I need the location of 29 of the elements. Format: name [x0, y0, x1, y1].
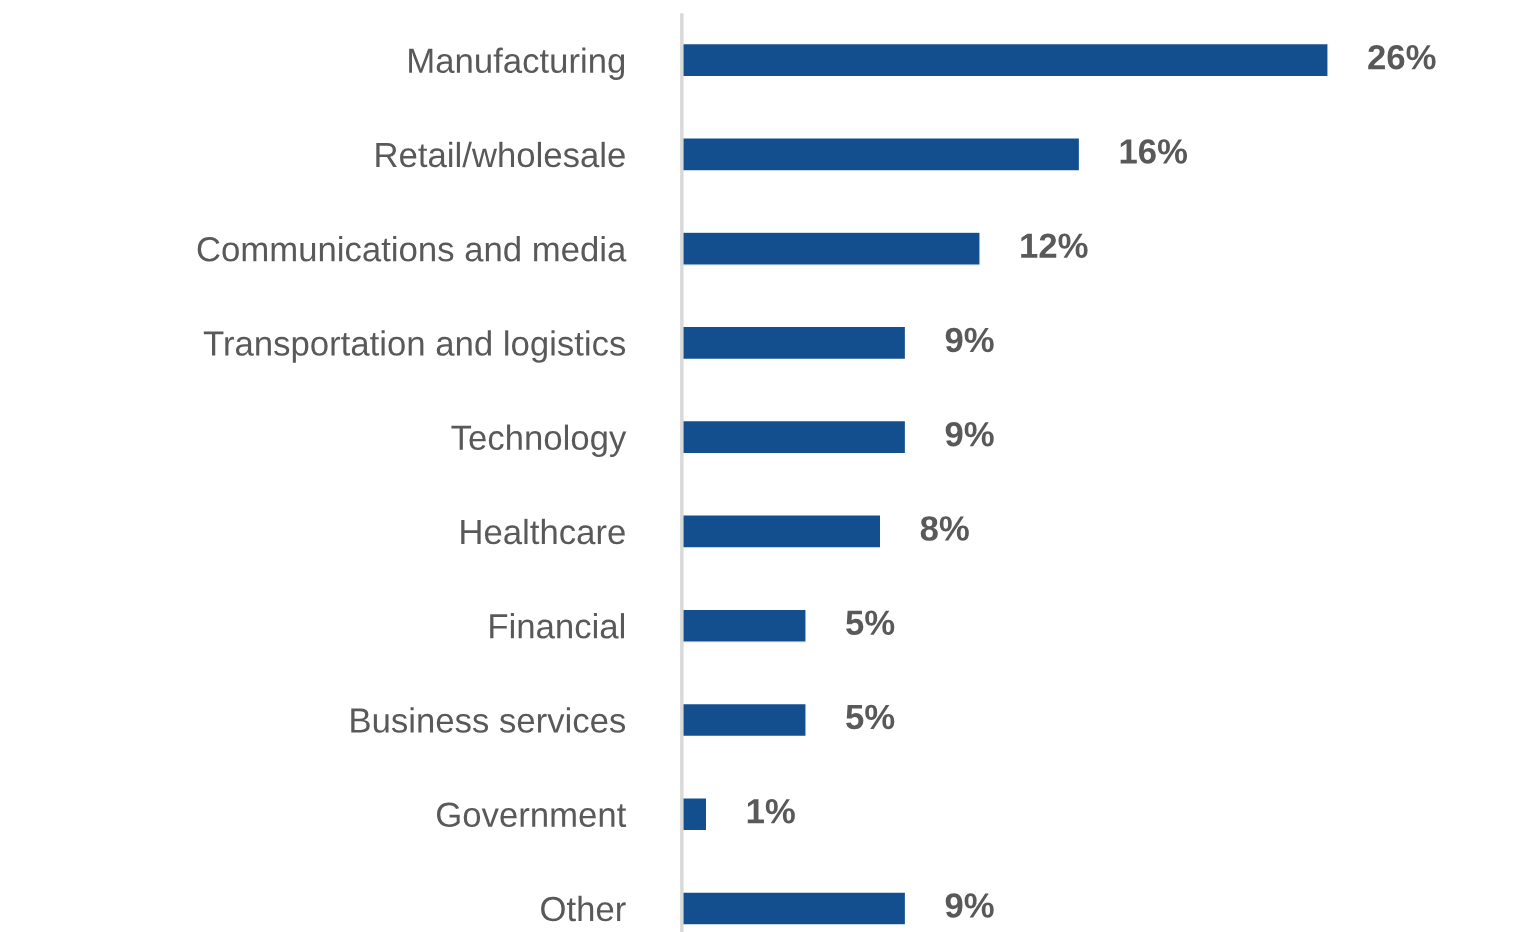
y-tick-label: Communications and media	[197, 236, 627, 262]
bar	[681, 231, 981, 266]
bar	[681, 608, 807, 643]
bar	[681, 702, 807, 738]
y-tick-label: Manufacturing	[409, 47, 625, 80]
bar	[681, 514, 882, 549]
data-label: 12%	[1021, 233, 1088, 258]
y-tick-label: Business services	[351, 707, 626, 733]
data-label: 16%	[1120, 139, 1188, 164]
y-tick-label: Other	[541, 895, 626, 922]
y-tick-label: Financial	[490, 613, 624, 639]
y-tick-label: Transportation and logistics	[203, 330, 626, 363]
bar	[681, 325, 907, 361]
data-label: 5%	[846, 704, 895, 730]
bar	[681, 419, 907, 455]
bar	[681, 137, 1081, 172]
y-tick-label: Retail/wholesale	[376, 141, 625, 168]
data-label: 9%	[945, 893, 994, 918]
y-tick-label: Government	[437, 802, 627, 828]
bar	[681, 891, 907, 926]
data-label: 1%	[747, 799, 795, 824]
data-label: 9%	[945, 421, 994, 447]
data-label: 8%	[920, 516, 969, 541]
y-tick-label: Technology	[451, 424, 627, 457]
y-tick-label: Healthcare	[461, 518, 625, 545]
data-label: 5%	[846, 610, 895, 635]
data-label: 9%	[945, 327, 994, 353]
bar	[681, 42, 1329, 78]
data-label: 26%	[1368, 44, 1436, 70]
